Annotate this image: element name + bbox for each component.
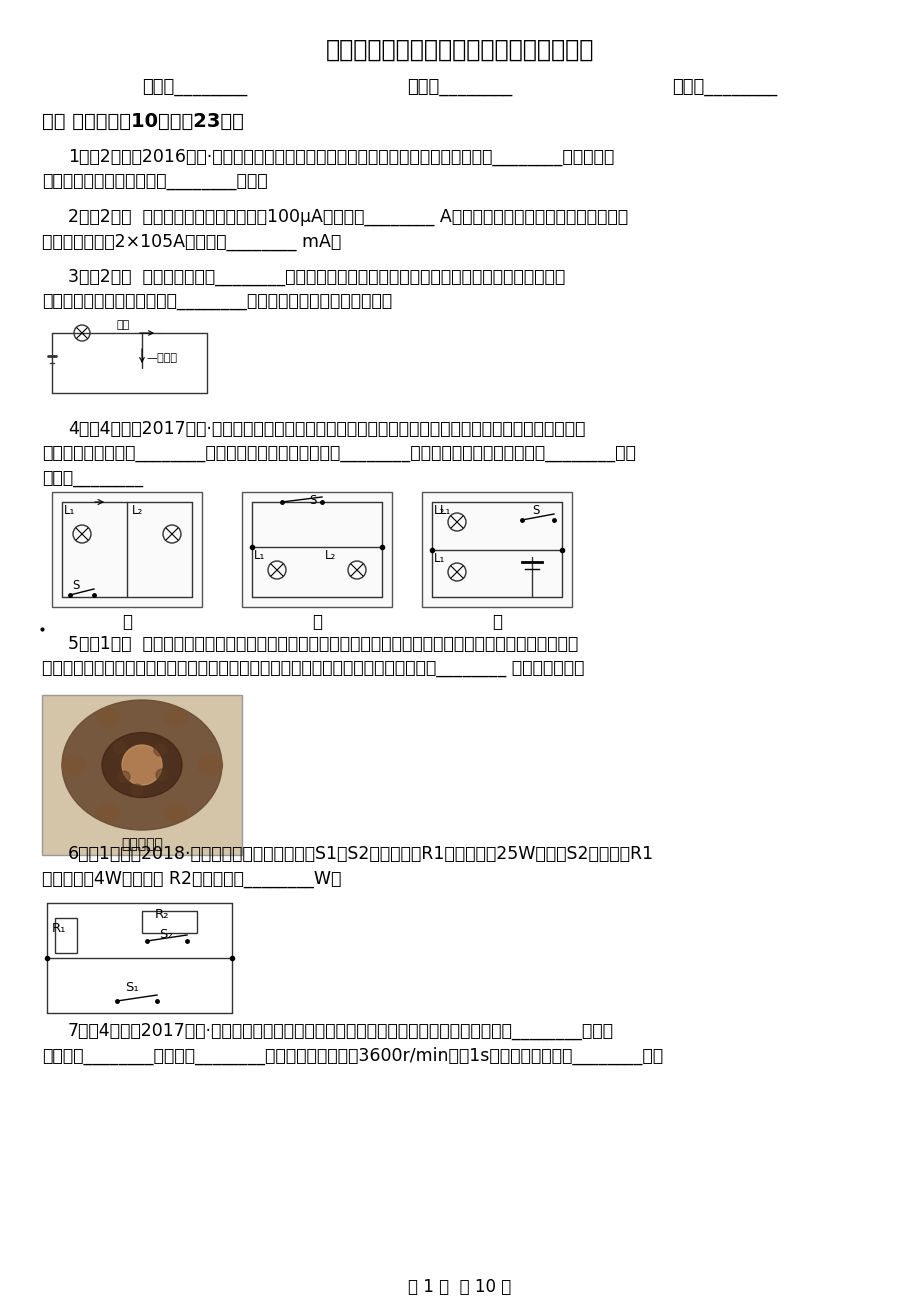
Circle shape <box>153 743 165 756</box>
Text: 该处上端应接电源的________极．乙图中两灯的连接方式是________，图丙中接法错误的元件是：________，原: 该处上端应接电源的________极．乙图中两灯的连接方式是________，图… <box>42 445 635 464</box>
Ellipse shape <box>165 803 187 822</box>
Bar <box>422 492 572 607</box>
Ellipse shape <box>198 755 222 775</box>
Ellipse shape <box>62 755 85 775</box>
Text: 的电功率为4W，则此时 R2的电功率为________W．: 的电功率为4W，则此时 R2的电功率为________W． <box>42 870 341 888</box>
Text: S₁: S₁ <box>125 980 139 993</box>
Ellipse shape <box>102 733 182 798</box>
Text: L₁: L₁ <box>64 504 75 517</box>
Bar <box>242 492 391 607</box>
Ellipse shape <box>165 708 187 727</box>
Circle shape <box>114 741 126 753</box>
Bar <box>55 918 77 953</box>
Text: —酒精灯: —酒精灯 <box>146 353 176 363</box>
Text: 甲: 甲 <box>122 613 131 631</box>
Circle shape <box>156 769 168 781</box>
Text: L₂: L₂ <box>131 504 143 517</box>
Text: S₂: S₂ <box>159 928 173 941</box>
Bar <box>142 911 197 934</box>
Text: S: S <box>72 579 79 592</box>
Text: 7．（4分）（2017九上·太仓期末）汽车上使用的是四冲程汽油机，如图所示，是汽油机的________冲程，: 7．（4分）（2017九上·太仓期末）汽车上使用的是四冲程汽油机，如图所示，是汽… <box>68 1022 613 1040</box>
Text: S: S <box>531 504 539 517</box>
Text: 成绩：________: 成绩：________ <box>672 78 777 96</box>
Text: L₁: L₁ <box>254 549 265 562</box>
Text: 2．（2分）  计算器中的电流很小，大约100μA，也就是________ A；雷电是一种常见的自然现象，发生雷: 2．（2分） 计算器中的电流很小，大约100μA，也就是________ A；雷… <box>68 208 628 227</box>
Text: 3．（2分）  玻璃在常温下是________（选填导体或绝缘体），用酒精灯加热玻璃．如图所示，小灯: 3．（2分） 玻璃在常温下是________（选填导体或绝缘体），用酒精灯加热玻… <box>68 268 564 286</box>
Text: L₁: L₁ <box>434 552 445 565</box>
Circle shape <box>122 745 162 785</box>
Text: 姓名：________: 姓名：________ <box>142 78 247 96</box>
Text: 该冲程是________能转化为________能，该热机的转速为3600r/min，则1s内该热机对外做功________次．: 该冲程是________能转化为________能，该热机的转速为3600r/m… <box>42 1047 663 1065</box>
Text: 丙: 丙 <box>492 613 502 631</box>
Text: 一、 填空题（共10题；共23分）: 一、 填空题（共10题；共23分） <box>42 112 244 132</box>
Text: 因是：________: 因是：________ <box>42 470 143 488</box>
Text: 班级：________: 班级：________ <box>407 78 512 96</box>
Text: 玻璃: 玻璃 <box>117 320 130 329</box>
Text: 第 1 页  共 10 页: 第 1 页 共 10 页 <box>408 1279 511 1295</box>
Text: 6．（1分）（2018·达州）如图所示的电路，当S1、S2都闭合时，R1的电功率为25W，当把S2断开时，R1: 6．（1分）（2018·达州）如图所示的电路，当S1、S2都闭合时，R1的电功率… <box>68 845 653 863</box>
Text: 乙: 乙 <box>312 613 322 631</box>
Text: L₂: L₂ <box>324 549 335 562</box>
Text: L₁: L₁ <box>439 504 451 517</box>
Text: R₁: R₁ <box>52 922 66 935</box>
Text: 时间更长．为了使用时更加安全，它的内部采用了双重温控保护开关，两个温控开关是________ 联起来使用的．: 时间更长．为了使用时更加安全，它的内部采用了双重温控保护开关，两个温控开关是__… <box>42 660 584 678</box>
Circle shape <box>130 784 142 796</box>
Text: 水后，过一会儿闻到香味是________现象．: 水后，过一会儿闻到香味是________现象． <box>42 173 267 191</box>
Text: 泡发光了，说明导体和绝缘体________（选填有或没有）绝对的界限．: 泡发光了，说明导体和绝缘体________（选填有或没有）绝对的界限． <box>42 293 391 311</box>
Text: 电时的电流高达2×105A，相当于________ mA．: 电时的电流高达2×105A，相当于________ mA． <box>42 233 341 251</box>
Text: S: S <box>309 493 316 506</box>
Ellipse shape <box>62 700 221 829</box>
Text: L₂: L₂ <box>434 504 445 517</box>
Ellipse shape <box>96 803 119 822</box>
Text: 1．（2分）（2016九上·朝阳期中）泡方便面时，调料包很难被撕开，说明分子间存在________力，倒入开: 1．（2分）（2016九上·朝阳期中）泡方便面时，调料包很难被撕开，说明分子间存… <box>68 148 614 165</box>
Circle shape <box>118 771 130 783</box>
Ellipse shape <box>96 708 119 727</box>
Text: 迪庆藏族自治州九年级上学期期中物理试卷: 迪庆藏族自治州九年级上学期期中物理试卷 <box>325 38 594 62</box>
Text: 5．（1分）  冬天人们常用一种电热暖手宝，其内部液体通常采用水，这是利用水的比热容大的属性，使保暖: 5．（1分） 冬天人们常用一种电热暖手宝，其内部液体通常采用水，这是利用水的比热… <box>68 635 578 654</box>
Bar <box>52 492 202 607</box>
Text: 电热暖手宝: 电热暖手宝 <box>121 837 163 852</box>
Text: 4．（4分）（2017九上·泰安期中）如图所示的电路中：甲图中的空处应装上电源，根据标出的电流方向，: 4．（4分）（2017九上·泰安期中）如图所示的电路中：甲图中的空处应装上电源，… <box>68 421 584 437</box>
Bar <box>42 695 242 855</box>
Text: R₂: R₂ <box>154 907 169 921</box>
